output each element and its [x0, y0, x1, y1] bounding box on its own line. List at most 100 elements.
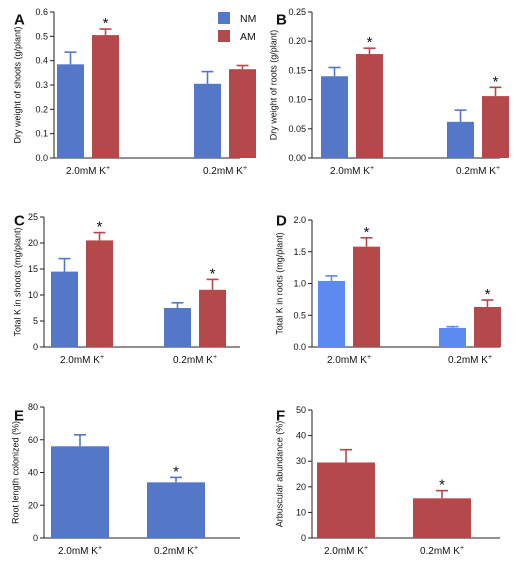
legend-label-nm: NM [240, 13, 256, 25]
y-tick-label: 40 [28, 468, 38, 478]
y-tick-label: 0.0 [35, 153, 48, 163]
category-label: 2.0mM K+ [327, 354, 371, 366]
y-tick-label: 0.1 [35, 129, 48, 139]
y-tick-label: 50 [296, 405, 306, 415]
y-tick-label: 0.6 [35, 7, 48, 17]
panel-d: D Total K in roots (mg/plant) 0.0 0.5 1.0 1.5… [274, 212, 501, 366]
bar [164, 308, 191, 347]
bar [413, 498, 471, 538]
y-tick-label: 0.2 [35, 104, 48, 114]
bar [482, 96, 509, 158]
y-tick-label: 20 [28, 238, 38, 248]
category-label: 0.2mM K+ [154, 545, 198, 557]
bar [356, 54, 383, 158]
bar [353, 246, 380, 347]
y-tick-label: 10 [296, 507, 306, 517]
legend-swatch-nm [218, 12, 230, 24]
category-label: 0.2mM K+ [448, 354, 492, 366]
panel-letter: B [276, 11, 287, 28]
category-label-superscript: + [367, 354, 371, 361]
category-label-superscript: + [460, 545, 464, 552]
category-label: 2.0mM K+ [330, 165, 374, 177]
bar [51, 446, 109, 538]
significance-mark: * [103, 15, 109, 32]
y-tick-label: 0.15 [288, 65, 306, 75]
y-tick-label: 0.3 [35, 80, 48, 90]
y-tick-label: 20 [28, 500, 38, 510]
category-label-superscript: + [106, 165, 110, 172]
bar [229, 69, 256, 158]
category-label: 2.0mM K+ [58, 545, 102, 557]
panel-letter: C [14, 212, 25, 229]
category-label-superscript: + [496, 165, 500, 172]
y-tick-label: 0.5 [293, 310, 306, 320]
y-tick-label: 0.05 [288, 124, 306, 134]
y-tick-label: 0.00 [288, 153, 306, 163]
significance-mark: * [493, 73, 499, 90]
y-axis-label: Dry weight of shoots (g/plant) [12, 26, 22, 143]
panel-letter: D [276, 212, 287, 229]
y-tick-label: 60 [28, 435, 38, 445]
y-tick-label: 80 [28, 402, 38, 412]
bar [321, 76, 348, 158]
y-axis-label: Dry weight of roots (g/plant) [268, 30, 278, 141]
y-axis-label: Total K in roots (mg/plant) [274, 232, 284, 335]
category-label-superscript: + [100, 354, 104, 361]
panel-b: B Dry weight of roots (g/plant) 0.00 0.05 0.… [268, 7, 509, 177]
significance-mark: * [367, 34, 373, 51]
bar [147, 482, 205, 538]
y-tick-label: 20 [296, 482, 306, 492]
significance-mark: * [485, 286, 491, 303]
category-label-superscript: + [98, 545, 102, 552]
bar [474, 306, 501, 347]
y-tick-label: 0.20 [288, 36, 306, 46]
category-label-superscript: + [488, 354, 492, 361]
y-tick-label: 25 [28, 212, 38, 222]
category-label-superscript: + [194, 545, 198, 552]
y-tick-label: 1.0 [293, 279, 306, 289]
category-label: 2.0mM K+ [324, 545, 368, 557]
significance-mark: * [439, 477, 445, 494]
y-tick-label: 0.4 [35, 56, 48, 66]
y-tick-label: 15 [28, 264, 38, 274]
category-label: 2.0mM K+ [60, 354, 104, 366]
significance-mark: * [173, 463, 179, 480]
category-label: 0.2mM K+ [456, 165, 500, 177]
panel-letter: A [14, 11, 25, 28]
y-tick-label: 2.0 [293, 215, 306, 225]
category-label: 0.2mM K+ [173, 354, 217, 366]
significance-mark: * [97, 219, 103, 236]
y-tick-label: 0.10 [288, 95, 306, 105]
y-tick-label: 0.0 [293, 342, 306, 352]
bar [194, 83, 221, 158]
y-axis-label: Arbuscular abundance (%) [274, 421, 284, 528]
legend: NM AM [218, 12, 256, 43]
y-tick-label: 0.25 [288, 7, 306, 17]
bar [51, 271, 78, 347]
bar [318, 280, 345, 347]
category-label-superscript: + [213, 354, 217, 361]
y-tick-label: 30 [296, 456, 306, 466]
category-label-superscript: + [364, 545, 368, 552]
bar [317, 462, 375, 538]
y-tick-label: 10 [28, 290, 38, 300]
y-tick-label: 0 [33, 342, 38, 352]
category-label-superscript: + [243, 165, 247, 172]
legend-swatch-am [218, 30, 230, 42]
category-label: 0.2mM K+ [420, 545, 464, 557]
bar [199, 289, 226, 347]
bar [439, 327, 466, 347]
y-tick-label: 1.5 [293, 247, 306, 257]
significance-mark: * [210, 265, 216, 282]
bar [447, 121, 474, 158]
bar [86, 240, 113, 347]
category-label-superscript: + [370, 165, 374, 172]
y-axis-label: Total K in shoots (mg/plant) [12, 227, 22, 336]
y-axis-label: Root length colonized (%) [10, 421, 20, 524]
category-label: 2.0mM K+ [66, 165, 110, 177]
